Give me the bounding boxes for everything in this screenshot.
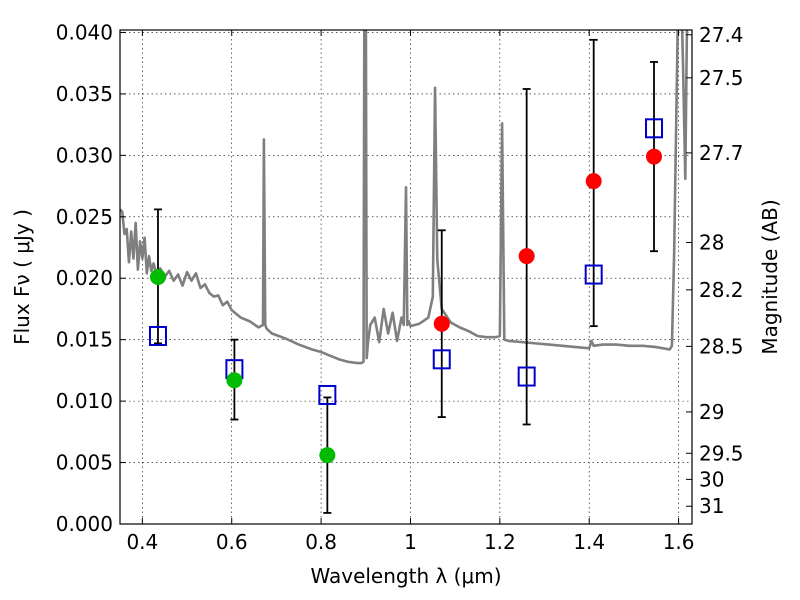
x-tick-label: 0.8 bbox=[305, 530, 337, 554]
y-tick-label: 0.020 bbox=[56, 266, 113, 290]
mag-tick-label: 27.4 bbox=[699, 23, 744, 47]
red-data-point bbox=[585, 173, 602, 190]
mag-tick-label: 27.5 bbox=[699, 66, 744, 90]
green-data-point bbox=[226, 372, 243, 389]
plot-layer bbox=[120, 30, 689, 514]
x-tick-label: 1 bbox=[404, 530, 417, 554]
mag-tick-label: 28 bbox=[699, 230, 724, 254]
y-tick-label: 0.040 bbox=[56, 20, 113, 44]
green-data-point bbox=[149, 269, 166, 285]
green-data-point bbox=[319, 447, 336, 464]
model-square-marker bbox=[432, 349, 451, 370]
x-tick-label: 1.4 bbox=[573, 530, 605, 554]
red-data-point bbox=[646, 148, 663, 165]
model-square-marker bbox=[645, 118, 664, 139]
mag-tick-label: 28.2 bbox=[699, 278, 744, 302]
y-tick-label: 0.035 bbox=[56, 82, 113, 106]
red-data-point bbox=[518, 248, 535, 265]
mag-tick-label: 31 bbox=[699, 494, 724, 518]
model-square-marker bbox=[148, 325, 167, 346]
x-axis-label: Wavelength λ (μm) bbox=[310, 564, 501, 588]
y-tick-label: 0.030 bbox=[56, 143, 113, 167]
y-tick-label: 0.015 bbox=[56, 328, 113, 352]
mag-tick-label: 30 bbox=[699, 467, 724, 491]
mag-tick-label: 29.5 bbox=[699, 441, 744, 465]
y2-axis-label: Magnitude (AB) bbox=[758, 199, 782, 354]
x-tick-label: 1.6 bbox=[663, 530, 695, 554]
model-square-marker bbox=[584, 264, 603, 285]
axes-frame bbox=[119, 29, 693, 525]
y-tick-label: 0.025 bbox=[56, 205, 113, 229]
red-data-point bbox=[433, 315, 450, 332]
model-square-marker bbox=[318, 384, 337, 405]
mag-tick-label: 29 bbox=[699, 400, 724, 424]
y-tick-label: 0.010 bbox=[56, 389, 113, 413]
mag-tick-label: 28.5 bbox=[699, 334, 744, 358]
y-axis-label: Flux Fν ( μJy ) bbox=[10, 209, 34, 345]
y-tick-label: 0.000 bbox=[56, 512, 113, 536]
y-tick-label: 0.005 bbox=[56, 451, 113, 475]
x-tick-label: 0.6 bbox=[216, 530, 248, 554]
model-square-marker bbox=[517, 366, 536, 387]
x-tick-label: 0.4 bbox=[126, 530, 158, 554]
tick-layer: 0.4 0.6 0.8 1 1.2 1.4 1.6 0.000 0.005 0.010 0.015 0… bbox=[56, 20, 744, 554]
x-tick-label: 1.2 bbox=[484, 530, 516, 554]
mag-tick-label: 27.7 bbox=[699, 141, 744, 165]
